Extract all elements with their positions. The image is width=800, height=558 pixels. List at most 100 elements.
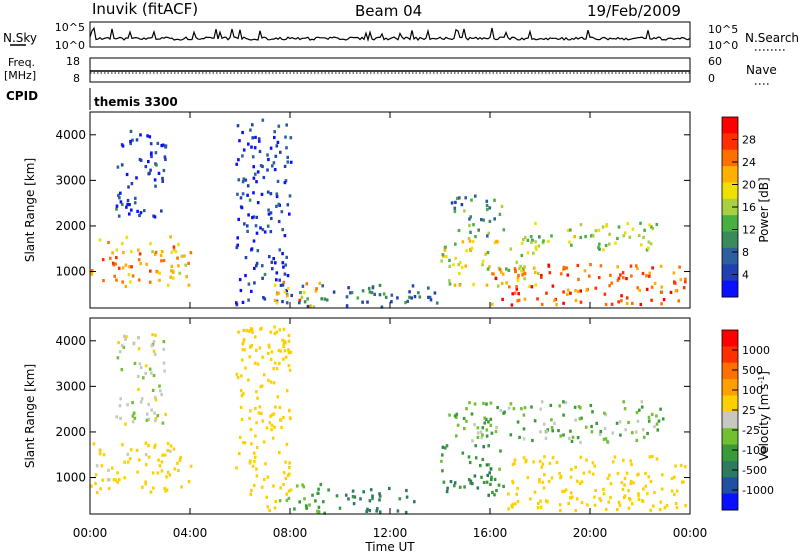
heatmap-cell bbox=[288, 409, 291, 413]
heatmap-cell bbox=[268, 508, 271, 513]
heatmap-cell bbox=[511, 292, 514, 296]
heatmap-cell bbox=[247, 213, 250, 217]
heatmap-cell bbox=[275, 271, 279, 275]
heatmap-cell bbox=[251, 330, 254, 334]
heatmap-cell bbox=[684, 504, 687, 508]
heatmap-cell bbox=[648, 223, 651, 227]
heatmap-cell bbox=[514, 269, 517, 274]
heatmap-cell bbox=[479, 464, 482, 468]
heatmap-cell bbox=[455, 412, 459, 416]
heatmap-cell bbox=[306, 304, 310, 309]
colorbar-tick-label: -25 bbox=[742, 424, 760, 437]
heatmap-cell bbox=[579, 440, 582, 445]
heatmap-cell bbox=[610, 281, 613, 285]
heatmap-cell bbox=[168, 473, 172, 477]
heatmap-cell bbox=[597, 245, 600, 250]
time-axis: 00:00 04:00 08:00 12:00 16:00 20:00 00:00 bbox=[73, 112, 707, 540]
heatmap-cell bbox=[146, 412, 149, 416]
heatmap-cell bbox=[669, 290, 673, 294]
heatmap-cell bbox=[107, 486, 111, 491]
colorbar-segment bbox=[722, 379, 738, 396]
heatmap-cell bbox=[646, 431, 649, 436]
heatmap-cell bbox=[325, 298, 329, 302]
heatmap-cell bbox=[269, 357, 273, 361]
velocity-panel: 1000 2000 3000 4000 Slant Range [km] 1000 50… bbox=[23, 317, 774, 515]
heatmap-cell bbox=[659, 407, 662, 411]
heatmap-cell bbox=[140, 397, 144, 401]
heatmap-cell bbox=[530, 405, 533, 409]
heatmap-cell bbox=[255, 180, 258, 184]
heatmap-cell bbox=[487, 493, 490, 497]
heatmap-cell bbox=[520, 269, 523, 273]
heatmap-cell bbox=[303, 290, 306, 295]
heatmap-cell bbox=[631, 301, 634, 305]
heatmap-cell bbox=[620, 299, 623, 303]
heatmap-cell bbox=[153, 215, 157, 219]
heatmap-cell bbox=[499, 449, 502, 453]
heatmap-cell bbox=[660, 290, 664, 294]
heatmap-cell bbox=[458, 283, 462, 287]
heatmap-cell bbox=[404, 510, 408, 515]
heatmap-cell bbox=[599, 429, 603, 434]
heatmap-cell bbox=[629, 264, 633, 268]
heatmap-cell bbox=[239, 405, 243, 409]
heatmap-cell bbox=[487, 444, 490, 448]
heatmap-cell bbox=[545, 291, 548, 295]
heatmap-cell bbox=[648, 455, 652, 459]
heatmap-cell bbox=[457, 228, 461, 233]
heatmap-cell bbox=[433, 291, 437, 295]
heatmap-cell bbox=[273, 361, 277, 365]
heatmap-cell bbox=[539, 505, 543, 509]
heatmap-cell bbox=[502, 484, 505, 488]
heatmap-cell bbox=[594, 488, 597, 493]
heatmap-cell bbox=[554, 297, 557, 301]
heatmap-cell bbox=[625, 277, 628, 281]
heatmap-cell bbox=[604, 413, 608, 417]
colorbar-segment bbox=[722, 149, 738, 167]
heatmap-cell bbox=[553, 299, 556, 303]
heatmap-cell bbox=[281, 228, 284, 232]
time-axis-label: Time UT bbox=[364, 540, 415, 554]
heatmap-cell bbox=[235, 372, 239, 376]
heatmap-cell bbox=[593, 503, 597, 507]
heatmap-cell bbox=[603, 292, 607, 296]
heatmap-cell bbox=[630, 463, 633, 467]
colorbar-tick-label: 100 bbox=[742, 384, 763, 397]
heatmap-cell bbox=[522, 237, 525, 242]
heatmap-cell bbox=[275, 204, 278, 208]
heatmap-cell bbox=[160, 144, 163, 148]
heatmap-cell bbox=[453, 283, 457, 287]
heatmap-cell bbox=[162, 361, 166, 365]
heatmap-cell bbox=[636, 419, 640, 423]
heatmap-cell bbox=[143, 209, 146, 213]
heatmap-cell bbox=[285, 123, 288, 127]
velocity-colorbar: 1000 500 100 25 -25 -100 -500 -1000 bbox=[721, 329, 774, 511]
heatmap-cell bbox=[284, 460, 287, 464]
heatmap-cell bbox=[672, 271, 676, 275]
heatmap-cell bbox=[128, 203, 131, 207]
heatmap-cell bbox=[144, 453, 148, 457]
heatmap-cell bbox=[417, 291, 420, 295]
heatmap-cell bbox=[128, 457, 132, 461]
heatmap-cell bbox=[280, 210, 284, 214]
heatmap-cell bbox=[349, 291, 352, 295]
heatmap-cell bbox=[152, 373, 156, 378]
heatmap-cell bbox=[282, 342, 286, 346]
heatmap-cell bbox=[503, 410, 506, 414]
heatmap-cell bbox=[511, 502, 515, 506]
heatmap-cell bbox=[505, 281, 508, 285]
heatmap-cell bbox=[684, 280, 687, 284]
x-tick-label: 00:00 bbox=[73, 526, 108, 540]
heatmap-cell bbox=[679, 278, 682, 282]
heatmap-cell bbox=[533, 419, 537, 423]
heatmap-cell bbox=[262, 175, 266, 180]
heatmap-cell bbox=[537, 271, 540, 276]
heatmap-cell bbox=[622, 234, 626, 238]
heatmap-cell bbox=[243, 441, 247, 445]
heatmap-cell bbox=[539, 407, 542, 411]
heatmap-cell bbox=[284, 179, 288, 183]
heatmap-cell bbox=[235, 301, 238, 305]
heatmap-cell bbox=[164, 412, 167, 417]
heatmap-cell bbox=[287, 489, 291, 493]
heatmap-cell bbox=[579, 300, 583, 304]
